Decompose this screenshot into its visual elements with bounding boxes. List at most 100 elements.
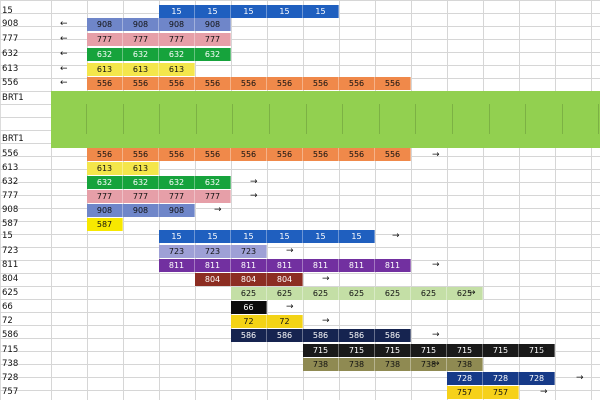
grid-column-line — [555, 0, 556, 400]
grid-column-line — [519, 0, 520, 400]
route-stop-cell: 15 — [267, 230, 303, 243]
grid-row-line — [0, 247, 600, 248]
station-name — [88, 104, 124, 134]
route-number-label: 556 — [2, 78, 19, 88]
route-stop-cell: 804 — [231, 273, 267, 286]
route-stop-cell: 811 — [339, 259, 375, 272]
brt1-label — [88, 134, 124, 147]
station-name — [307, 104, 344, 134]
route-stop-cell: 586 — [231, 329, 267, 342]
brt1-label — [307, 92, 343, 104]
brt1-label — [490, 134, 526, 147]
route-stop-cell: 556 — [159, 148, 195, 161]
route-number-label: 723 — [2, 246, 19, 256]
station-name — [271, 104, 307, 134]
arrow-right-icon: → — [432, 359, 440, 369]
grid-row-line — [0, 286, 600, 287]
route-number-label: 777 — [2, 34, 19, 44]
brt1-label — [380, 134, 416, 147]
route-stop-cell: 723 — [195, 245, 231, 258]
station-name — [344, 104, 380, 134]
route-stop-cell: 556 — [123, 148, 159, 161]
route-stop-cell: 15 — [195, 5, 231, 18]
arrow-right-icon: → — [322, 274, 330, 284]
grid-column-line — [51, 0, 52, 400]
route-stop-cell: 586 — [375, 329, 411, 342]
route-stop-cell: 632 — [159, 48, 195, 61]
route-stop-cell: 908 — [87, 18, 123, 31]
arrow-right-icon: → — [214, 205, 222, 215]
route-stop-cell: 777 — [123, 190, 159, 203]
brt1-label — [51, 92, 87, 104]
route-stop-cell: 715 — [411, 344, 447, 357]
brt1-label — [124, 134, 160, 147]
grid-column-line — [411, 0, 412, 400]
brt1-label — [271, 92, 307, 104]
arrow-right-icon: → — [468, 288, 476, 298]
route-stop-cell: 811 — [195, 259, 231, 272]
route-stop-cell: 556 — [231, 77, 267, 90]
route-stop-cell: 715 — [339, 344, 375, 357]
route-number-label: 587 — [2, 219, 19, 229]
route-number-label: BRT1 — [2, 134, 24, 144]
route-stop-cell: 738 — [375, 358, 411, 371]
route-stop-cell: 811 — [159, 259, 195, 272]
route-stop-cell: 632 — [195, 176, 231, 189]
station-name — [197, 104, 234, 134]
station-name — [563, 104, 600, 134]
route-stop-cell: 715 — [375, 344, 411, 357]
grid-row-line — [0, 351, 600, 352]
route-stop-cell: 632 — [87, 48, 123, 61]
grid-row-line — [0, 390, 600, 391]
grid-row-line — [0, 26, 600, 27]
station-name — [380, 104, 417, 134]
route-stop-cell: 715 — [447, 344, 483, 357]
arrow-left-icon: ← — [60, 19, 68, 29]
brt1-label — [124, 92, 160, 104]
grid-row-line — [0, 377, 600, 378]
arrow-right-icon: → — [540, 387, 548, 397]
arrow-right-icon: → — [322, 316, 330, 326]
route-stop-cell: 625 — [339, 287, 375, 300]
route-stop-cell: 15 — [303, 5, 339, 18]
route-stop-cell: 15 — [195, 230, 231, 243]
route-stop-cell: 728 — [483, 372, 519, 385]
brt1-label — [527, 92, 563, 104]
route-stop-cell: 625 — [267, 287, 303, 300]
route-stop-cell: 728 — [447, 372, 483, 385]
route-stop-cell: 15 — [159, 230, 195, 243]
grid-row-line — [0, 221, 600, 222]
station-name — [490, 104, 527, 134]
route-stop-cell: 632 — [123, 48, 159, 61]
grid-column-line — [375, 0, 376, 400]
route-number-label: 777 — [2, 191, 19, 201]
route-number-label: 556 — [2, 149, 19, 159]
route-stop-cell: 811 — [267, 259, 303, 272]
route-stop-cell: 556 — [87, 148, 123, 161]
route-number-label: 632 — [2, 177, 19, 187]
arrow-left-icon: ← — [60, 64, 68, 74]
route-stop-cell: 556 — [267, 148, 303, 161]
route-stop-cell: 15 — [339, 230, 375, 243]
route-stop-cell: 908 — [123, 204, 159, 217]
station-name — [417, 104, 453, 134]
route-number-label: 15 — [2, 231, 13, 241]
route-stop-cell: 613 — [87, 162, 123, 175]
route-stop-cell: 556 — [303, 148, 339, 161]
brt1-label — [454, 92, 490, 104]
route-stop-cell: 72 — [267, 315, 303, 328]
arrow-left-icon: ← — [60, 78, 68, 88]
station-name — [454, 104, 490, 134]
route-stop-cell: 15 — [231, 5, 267, 18]
route-number-label: 625 — [2, 288, 19, 298]
route-stop-cell: 625 — [375, 287, 411, 300]
route-stop-cell: 632 — [87, 176, 123, 189]
brt1-label — [490, 92, 526, 104]
grid-column-line — [303, 0, 304, 400]
route-number-label: 15 — [2, 6, 13, 16]
grid-row-line — [0, 0, 600, 1]
route-stop-cell: 587 — [87, 218, 123, 231]
arrow-right-icon: → — [540, 345, 548, 355]
grid-column-line — [339, 0, 340, 400]
